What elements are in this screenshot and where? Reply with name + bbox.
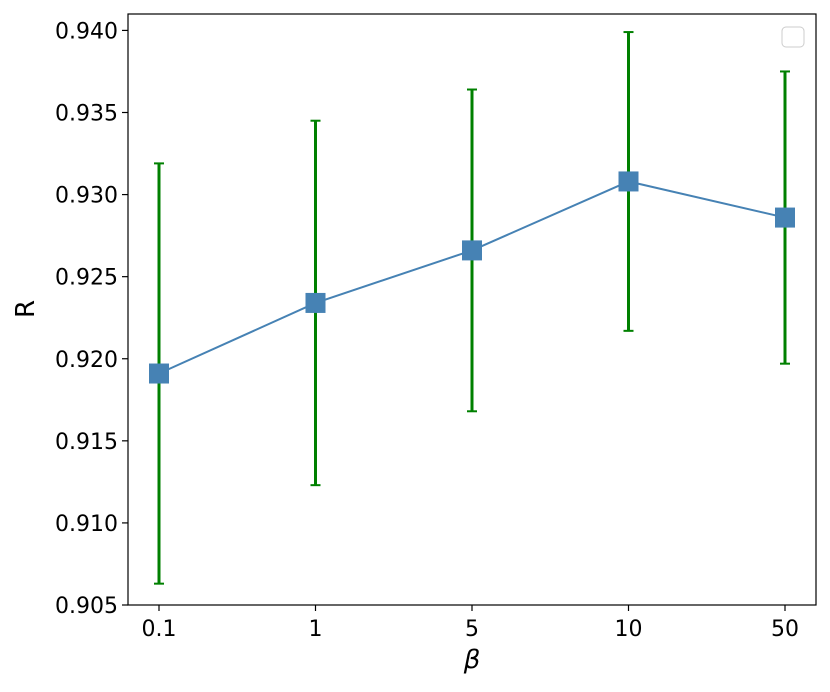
x-tick-label: 0.1 [142,617,177,642]
data-point-marker [305,292,326,313]
y-tick-label: 0.920 [55,348,118,373]
data-point-marker [149,363,169,384]
markers [149,171,795,384]
x-axis: 0.1 1 5 10 50 [142,605,799,642]
x-tick-label: 10 [615,617,643,642]
y-tick-label: 0.915 [55,430,118,455]
y-axis-title: R [11,300,41,318]
x-axis-title: β [463,645,481,675]
y-tick-label: 0.940 [55,19,118,44]
y-tick-label: 0.925 [55,266,118,291]
data-point-marker [618,171,639,192]
data-point-marker [775,207,795,228]
y-tick-label: 0.930 [55,184,118,209]
y-tick-label: 0.935 [55,102,118,127]
y-tick-label: 0.905 [55,594,118,619]
data-point-marker [462,240,482,261]
x-tick-label: 50 [771,617,799,642]
legend-box [781,26,805,48]
x-tick-label: 5 [465,617,479,642]
x-tick-label: 1 [309,617,323,642]
y-tick-label: 0.910 [55,512,118,537]
y-axis: 0.905 0.910 0.915 0.920 0.925 0.930 0.935 0.940 [55,19,128,619]
